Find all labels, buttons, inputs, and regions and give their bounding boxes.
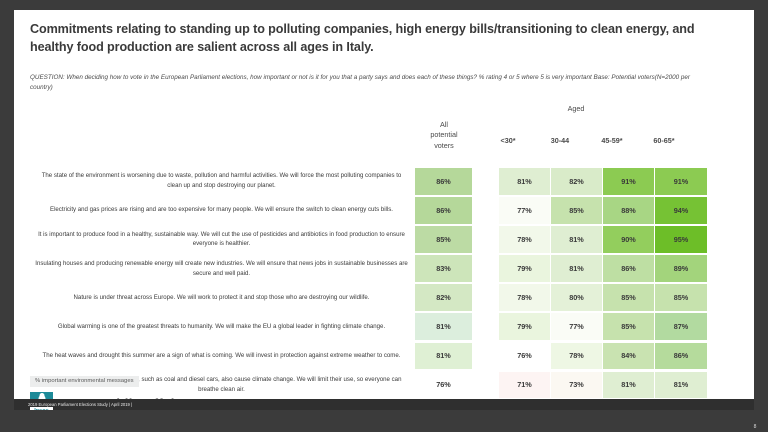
table-row: It is important to produce food in a hea… (30, 226, 738, 253)
cell-all-potential-voters: 76% (415, 371, 472, 399)
table-row: The state of the environment is worsenin… (30, 168, 738, 195)
table-row: Insulating houses and producing renewabl… (30, 255, 738, 282)
row-label: The heat waves and drought this summer a… (42, 351, 401, 359)
cell-age-2: 86% (603, 255, 655, 282)
column-header-age-1: 30-44 (550, 136, 570, 145)
cell-age-1: 77% (551, 313, 603, 340)
cell-age-3: 85% (655, 284, 707, 311)
cell-all-potential-voters: 86% (415, 197, 472, 224)
cell-all-potential-voters: 82% (415, 284, 472, 311)
cell-age-3: 95% (655, 226, 707, 253)
column-spacer (472, 343, 499, 370)
row-label: The state of the environment is worsenin… (41, 172, 402, 190)
legend-label: % important environmental messages (30, 376, 139, 387)
cell-age-1: 82% (551, 168, 603, 195)
cell-all-potential-voters: 86% (415, 168, 472, 195)
cell-age-0: 71% (499, 371, 551, 399)
row-label: Nature is under threat across Europe. We… (73, 293, 370, 301)
question-text: QUESTION: When deciding how to vote in t… (30, 74, 690, 92)
column-header-age-3: 60-65* (653, 136, 675, 145)
cell-age-1: 85% (551, 197, 603, 224)
ipsos-logo-wordmark: Ipsos (30, 407, 53, 410)
cell-age-0: 76% (499, 342, 551, 370)
cell-all-potential-voters: 83% (415, 255, 472, 282)
column-header-age-2: 45-59* (601, 136, 623, 145)
cell-age-0: 79% (499, 255, 551, 282)
cell-age-1: 81% (551, 226, 603, 253)
table-row: Electricity and gas prices are rising an… (30, 197, 738, 224)
page-title: Commitments relating to standing up to p… (30, 22, 695, 55)
footer-study-label: 2019 European Parliament Elections Study… (28, 402, 133, 407)
cell-age-2: 91% (603, 168, 655, 195)
table-row: Some things that cause air pollution, su… (30, 371, 738, 399)
cell-age-2: 88% (603, 197, 655, 224)
cell-age-3: 91% (655, 168, 707, 195)
cell-age-1: 78% (551, 342, 603, 370)
column-group-header-aged: Aged (567, 104, 585, 113)
cell-all-potential-voters: 81% (415, 313, 472, 340)
column-spacer (472, 372, 499, 399)
cell-age-2: 85% (603, 313, 655, 340)
cell-age-1: 81% (551, 255, 603, 282)
cell-all-potential-voters: 85% (415, 226, 472, 253)
cell-age-2: 81% (603, 371, 655, 399)
cell-age-1: 73% (551, 371, 603, 399)
heatmap-table: The state of the environment is worsenin… (30, 168, 738, 401)
row-label: Some things that cause air pollution, su… (41, 376, 402, 393)
cell-age-3: 86% (655, 342, 707, 370)
column-spacer (472, 197, 499, 224)
cell-age-2: 85% (603, 284, 655, 311)
cell-age-0: 81% (499, 168, 551, 195)
table-row: The heat waves and drought this summer a… (30, 342, 738, 370)
cell-age-2: 90% (603, 226, 655, 253)
cell-age-0: 79% (499, 313, 551, 340)
cell-age-3: 81% (655, 371, 707, 399)
row-label: Global warming is one of the greatest th… (57, 322, 386, 330)
page-number: 8 (753, 423, 757, 430)
cell-age-0: 78% (499, 284, 551, 311)
column-spacer (472, 255, 499, 282)
row-label: Electricity and gas prices are rising an… (50, 206, 393, 214)
table-row: Global warming is one of the greatest th… (30, 313, 738, 340)
footer-bar: 2019 European Parliament Elections Study… (14, 399, 754, 410)
slide-canvas: Commitments relating to standing up to p… (14, 10, 754, 410)
cell-age-2: 84% (603, 342, 655, 370)
cell-age-0: 77% (499, 197, 551, 224)
column-header-age-0: <30* (500, 136, 516, 145)
column-header-line-1: All (440, 120, 448, 129)
column-spacer (472, 284, 499, 311)
column-header-all-potential-voters: All potential voters (413, 120, 475, 151)
table-row: Nature is under threat across Europe. We… (30, 284, 738, 311)
column-spacer (472, 313, 499, 340)
cell-age-1: 80% (551, 284, 603, 311)
column-header-line-3: voters (434, 140, 454, 150)
column-spacer (472, 226, 499, 253)
cell-age-3: 94% (655, 197, 707, 224)
row-label: It is important to produce food in a hea… (38, 230, 405, 248)
cell-age-3: 89% (655, 255, 707, 282)
cell-all-potential-voters: 81% (415, 342, 472, 370)
row-label: Insulating houses and producing renewabl… (35, 259, 408, 277)
column-header-line-2: potential (430, 130, 458, 140)
cell-age-0: 78% (499, 226, 551, 253)
column-spacer (472, 168, 499, 195)
cell-age-3: 87% (655, 313, 707, 340)
